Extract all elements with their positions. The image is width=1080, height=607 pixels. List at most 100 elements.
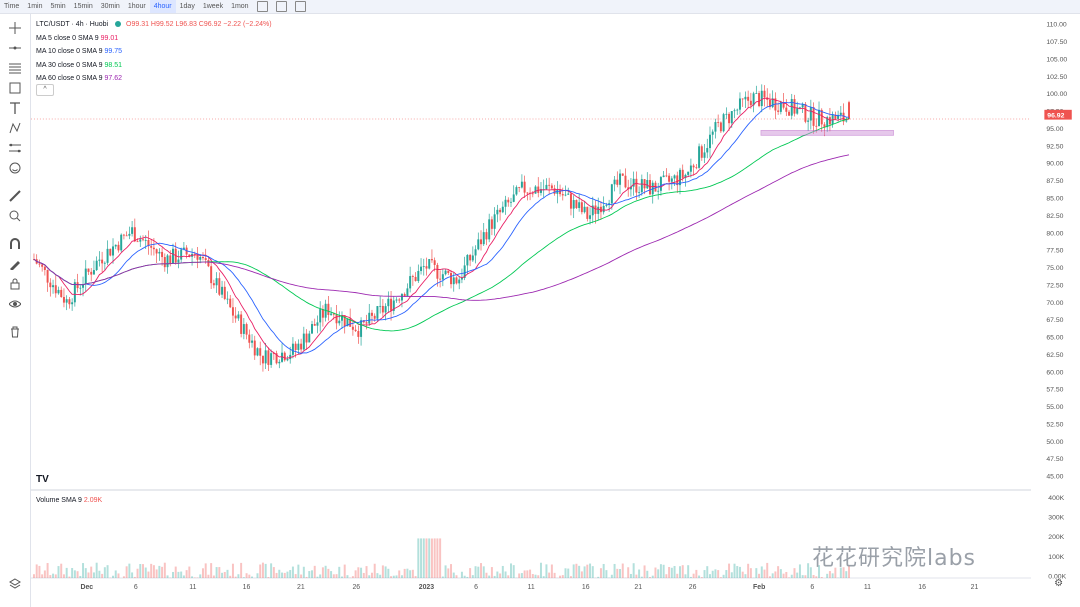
volume-bar xyxy=(452,572,455,578)
volume-bar xyxy=(771,573,774,578)
eye-icon[interactable] xyxy=(7,296,23,312)
candle-body xyxy=(281,352,284,362)
ma10-row[interactable]: MA 10 close 0 SMA 9 99.75 xyxy=(36,45,272,59)
volume-bar xyxy=(139,564,142,578)
candle-body xyxy=(240,314,243,334)
watermark: 花花研究院labs xyxy=(812,546,977,571)
candle-body xyxy=(809,107,812,121)
settings-icon[interactable] xyxy=(275,1,287,12)
volume-bar xyxy=(695,569,698,578)
volume-bar xyxy=(818,565,821,578)
candle-body xyxy=(125,235,128,237)
rectangle-icon[interactable] xyxy=(7,80,23,96)
volume-bar xyxy=(384,566,387,578)
volume-bar xyxy=(379,574,382,578)
chart-type-icon[interactable] xyxy=(256,1,268,12)
timeframe-1day[interactable]: 1day xyxy=(179,3,195,10)
fib-icon[interactable] xyxy=(7,60,23,76)
price-label: 52.50 xyxy=(1046,421,1063,428)
volume-bar xyxy=(161,566,164,578)
volume-bar xyxy=(57,566,60,578)
candle-body xyxy=(619,173,622,185)
candle-body xyxy=(237,314,240,319)
gear-icon[interactable]: ⚙ xyxy=(1054,578,1063,589)
candle-body xyxy=(41,264,44,267)
volume-bar xyxy=(441,576,444,578)
candle-body xyxy=(583,206,586,213)
candle-body xyxy=(351,326,354,330)
symbol-title[interactable]: LTC/USDT · 4h · Huobi xyxy=(36,21,109,28)
ma5-row[interactable]: MA 5 close 0 SMA 9 99.01 xyxy=(36,32,272,46)
volume-bar xyxy=(466,576,469,578)
volume-bar xyxy=(553,572,556,578)
price-axis[interactable]: 110.00107.50105.00102.50100.0097.5095.00… xyxy=(1042,14,1080,594)
timeframe-15min[interactable]: 15min xyxy=(73,3,93,10)
volume-bar xyxy=(212,575,215,578)
time-label: 26 xyxy=(689,584,697,591)
volume-bar xyxy=(651,575,654,578)
time-label: 11 xyxy=(864,584,871,591)
volume-bar xyxy=(327,568,330,578)
volume-bar xyxy=(71,568,74,578)
time-label: 21 xyxy=(297,584,305,591)
candle-body xyxy=(215,278,218,286)
volume-bar xyxy=(87,572,90,578)
emoji-icon[interactable] xyxy=(7,160,23,176)
volume-bar xyxy=(717,570,720,578)
candle-body xyxy=(384,306,387,313)
pattern-icon[interactable] xyxy=(7,120,23,136)
timeframe-1mon[interactable]: 1mon xyxy=(231,3,249,10)
candle-body xyxy=(360,320,363,337)
trendline-icon[interactable] xyxy=(7,40,23,56)
timeframe-1min[interactable]: 1min xyxy=(27,3,43,10)
candle-body xyxy=(490,219,493,229)
magnet-icon[interactable] xyxy=(7,236,23,252)
candle-body xyxy=(550,185,553,189)
crosshair-icon[interactable] xyxy=(7,20,23,36)
volume-bar xyxy=(550,564,553,578)
price-label: 80.00 xyxy=(1046,230,1063,237)
price-label: 67.50 xyxy=(1046,317,1063,324)
candle-body xyxy=(38,263,41,265)
measure-icon[interactable] xyxy=(7,140,23,156)
candle-body xyxy=(90,271,93,275)
trash-icon[interactable] xyxy=(7,324,23,340)
candle-body xyxy=(586,206,589,219)
candle-body xyxy=(665,175,668,177)
ma60-line xyxy=(33,154,850,301)
volume-bar xyxy=(425,538,428,578)
legend-collapse-button[interactable]: ^ xyxy=(36,84,54,96)
candle-body xyxy=(264,350,267,364)
candle-body xyxy=(425,266,428,269)
volume-bar xyxy=(627,567,630,578)
timeframe-5min[interactable]: 5min xyxy=(50,3,66,10)
volume-bar xyxy=(602,563,605,578)
candle-body xyxy=(567,193,570,195)
layers-icon[interactable] xyxy=(7,576,23,592)
zoom-icon[interactable] xyxy=(7,208,23,224)
timeframe-Time[interactable]: Time xyxy=(4,3,20,10)
ruler-icon[interactable] xyxy=(7,188,23,204)
pencil-lock-icon[interactable] xyxy=(7,256,23,272)
tradingview-logo[interactable]: TV xyxy=(36,474,49,485)
timeframe-4hour[interactable]: 4hour xyxy=(149,0,176,13)
volume-bar xyxy=(417,538,420,578)
candle-body xyxy=(575,200,578,208)
timeframe-1hour[interactable]: 1hour xyxy=(127,3,146,10)
ma30-row[interactable]: MA 30 close 0 SMA 9 98.51 xyxy=(36,59,272,73)
candle-body xyxy=(717,122,720,123)
volume-bar xyxy=(708,574,711,578)
candle-body xyxy=(559,190,562,195)
volume-bar xyxy=(362,572,365,578)
ma60-row[interactable]: MA 60 close 0 SMA 9 97.62 xyxy=(36,72,272,86)
volume-bar xyxy=(152,565,155,578)
candle-body xyxy=(613,179,616,185)
timeframe-1week[interactable]: 1week xyxy=(202,3,224,10)
snapshot-icon[interactable] xyxy=(294,1,306,12)
lock-icon[interactable] xyxy=(7,276,23,292)
text-icon[interactable] xyxy=(7,100,23,116)
price-chart[interactable]: Dec 6 11 16 21 26 2023 6 11 16 21 26 Feb 6 11 16 21 xyxy=(31,14,1031,594)
timeframe-30min[interactable]: 30min xyxy=(100,3,120,10)
volume-bar xyxy=(302,566,305,578)
volume-bar xyxy=(300,574,303,578)
